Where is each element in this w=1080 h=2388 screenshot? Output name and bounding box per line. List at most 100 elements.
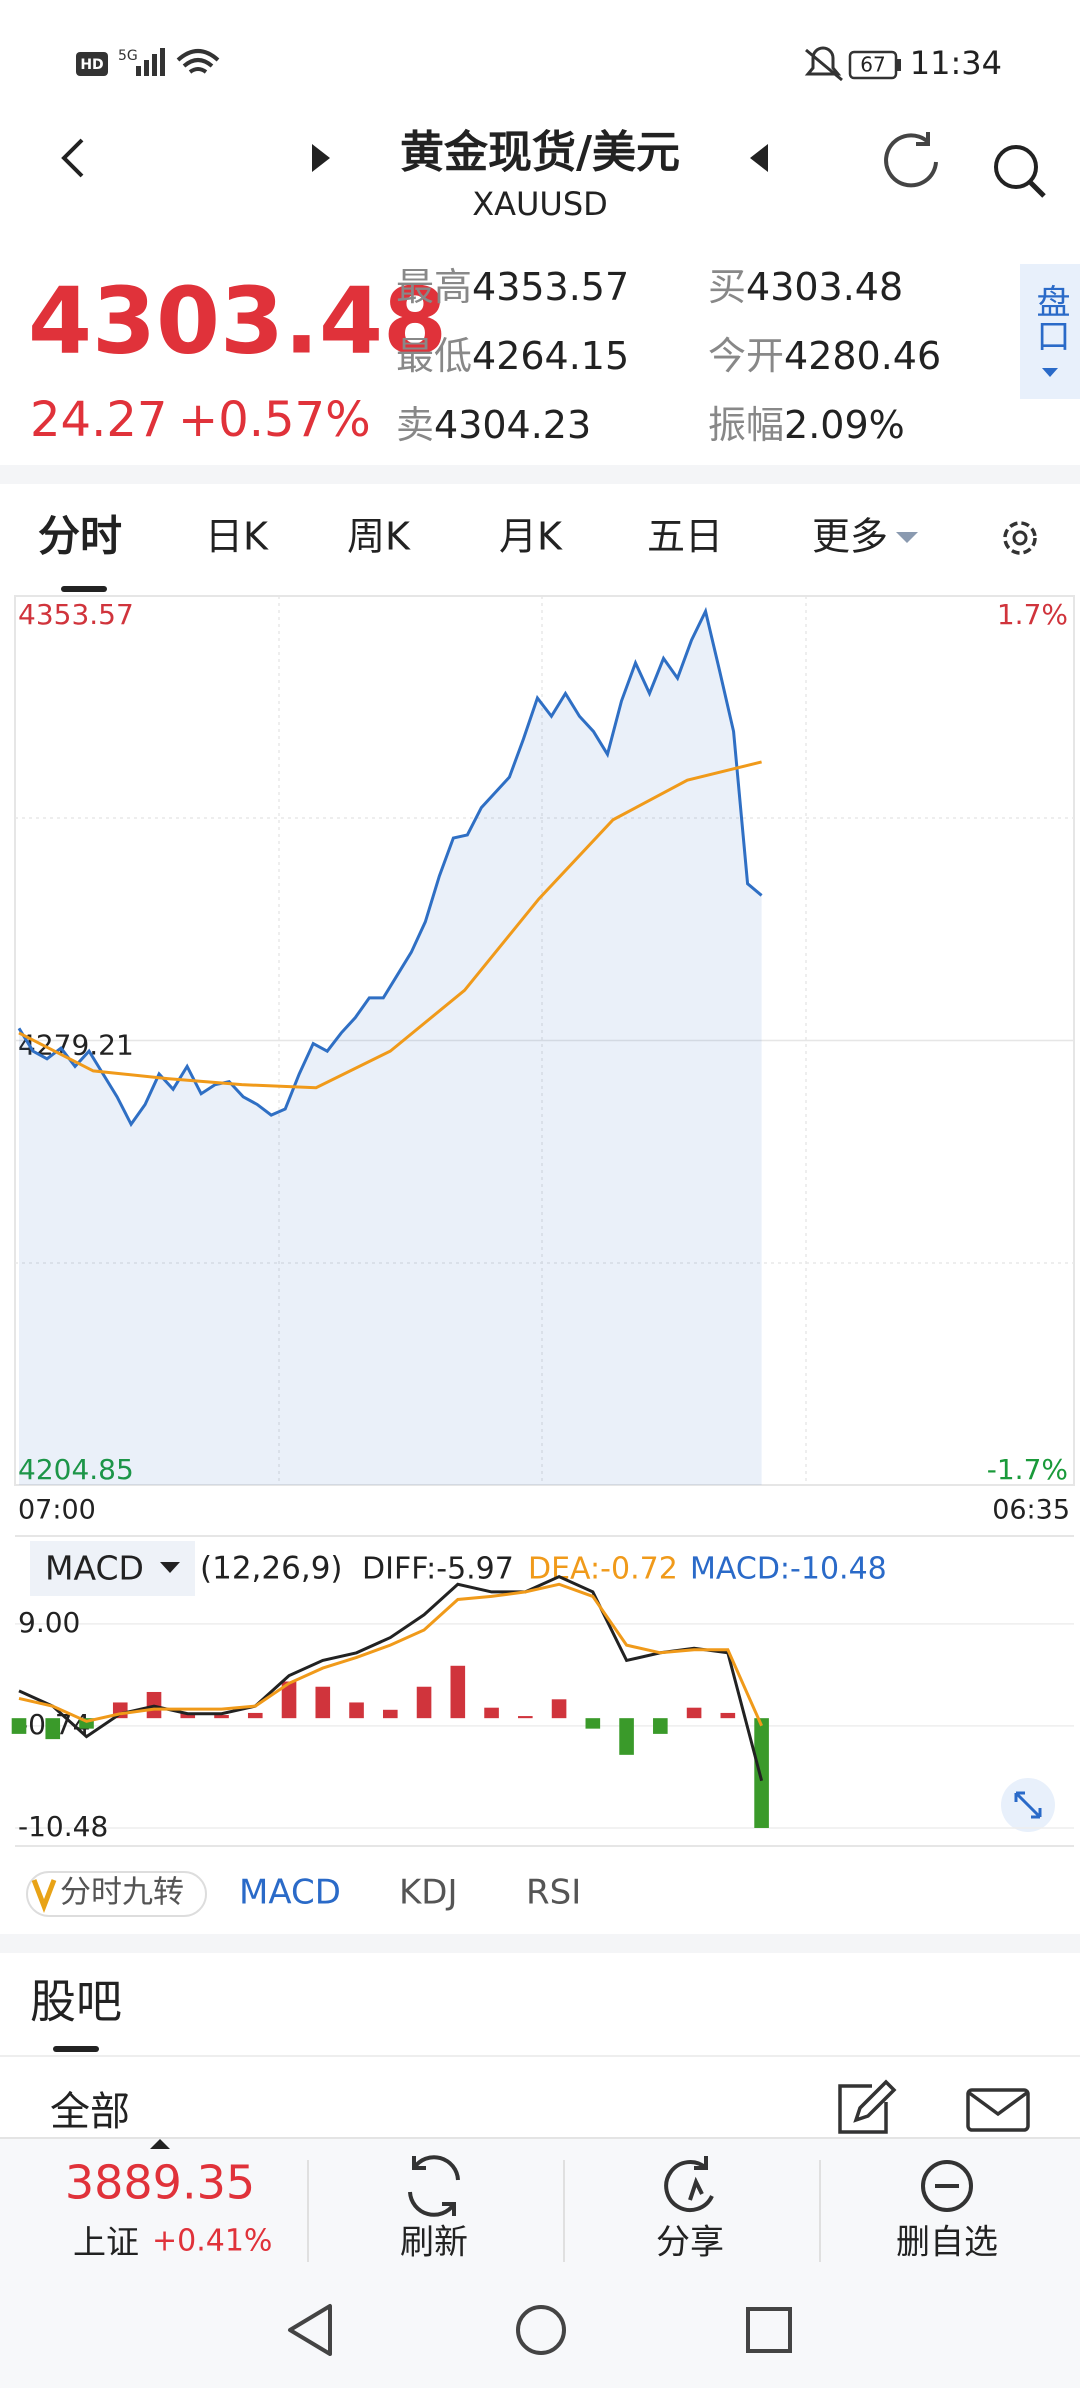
- tab[interactable]: 五日: [647, 515, 723, 559]
- signal-icon: [136, 48, 165, 76]
- indicator-tab[interactable]: 分时九转: [60, 1875, 184, 1911]
- macd-bar: [720, 1712, 736, 1719]
- indicator-tab[interactable]: RSI: [526, 1873, 581, 1913]
- instrument-title: 黄金现货/美元: [400, 127, 680, 178]
- instrument-code: XAUUSD: [472, 185, 608, 223]
- remove-action-icon[interactable]: [921, 2160, 973, 2212]
- next-button[interactable]: [750, 144, 768, 172]
- macd-bar: [484, 1707, 499, 1719]
- hd-label: HD: [80, 57, 103, 73]
- series-line: [17, 606, 763, 1128]
- macd-bar: [518, 1716, 533, 1719]
- macd-bar: [585, 1718, 601, 1729]
- bottom-bar: [0, 2138, 1080, 2388]
- tab[interactable]: 周K: [347, 515, 411, 559]
- share-action-icon[interactable]: [664, 2156, 714, 2213]
- forum-indicator: [53, 2046, 99, 2052]
- macd-bar: [551, 1699, 567, 1719]
- dropdown-caret: [160, 1562, 180, 1573]
- price-change-pct: +0.57%: [178, 392, 371, 448]
- nine-turn-pill[interactable]: [26, 1871, 207, 1917]
- macd-bar: [754, 1718, 769, 1828]
- macd-bar: [450, 1665, 466, 1719]
- clock: 11:34: [910, 44, 1002, 82]
- mute-icon: [804, 46, 843, 82]
- series-line: [18, 1574, 764, 1782]
- index-change: +0.41%: [152, 2224, 272, 2259]
- y-tick-label: 4204.85: [18, 1453, 134, 1486]
- tab[interactable]: 月K: [499, 515, 563, 559]
- y2-tick-label: -1.7%: [987, 1453, 1068, 1486]
- battery-level: 67: [860, 53, 885, 77]
- separator: [0, 465, 1080, 484]
- indicator-tab[interactable]: KDJ: [399, 1873, 458, 1913]
- macd-bar: [11, 1718, 27, 1734]
- action-label[interactable]: 刷新: [400, 2223, 468, 2263]
- x-start-label: 07:00: [18, 1495, 96, 1526]
- more-caret: [896, 532, 918, 543]
- settings-icon[interactable]: [1003, 521, 1037, 555]
- stat: 最低4264.15: [396, 334, 629, 378]
- indicator-tab[interactable]: MACD: [239, 1873, 341, 1913]
- macd-bar: [214, 1715, 229, 1719]
- nav-home[interactable]: [516, 2305, 566, 2355]
- nav-back[interactable]: [288, 2304, 332, 2356]
- stats: 最高4353.57 最低4264.15 卖4304.23 买4303.48 今开…: [396, 265, 941, 447]
- series-line: [18, 760, 762, 1090]
- forum-title: 股吧: [30, 1975, 122, 2029]
- tabs: 分时 日K 周K 月K 五日 更多: [38, 512, 888, 561]
- macd-bar: [281, 1681, 297, 1719]
- macd-bar: [382, 1709, 398, 1719]
- stat: 最高4353.57: [396, 265, 629, 309]
- action-label[interactable]: 分享: [656, 2223, 724, 2263]
- stat: 今开4280.46: [708, 334, 941, 378]
- macd-bar: [180, 1712, 196, 1719]
- tab[interactable]: 日K: [205, 515, 269, 559]
- y-tick-label: 4353.57: [18, 598, 134, 631]
- macd-bar: [349, 1702, 364, 1719]
- chart-dividers: [15, 596, 1074, 1485]
- tab[interactable]: 分时: [38, 512, 122, 561]
- series-line: [18, 1582, 763, 1727]
- legend-entry: DIFF:-5.97: [362, 1552, 514, 1587]
- index-caret: [150, 2139, 170, 2149]
- tab-indicator: [61, 586, 107, 592]
- x-end-label: 06:35: [992, 1495, 1070, 1526]
- v-icon: [31, 1879, 57, 1913]
- edit-icon[interactable]: [838, 2079, 897, 2134]
- search-icon[interactable]: [994, 145, 1046, 198]
- wifi-icon: [176, 49, 220, 74]
- nav-recent[interactable]: [746, 2307, 792, 2353]
- last-price: 4303.48: [28, 267, 447, 374]
- separator: [0, 1934, 1080, 1953]
- action-label[interactable]: 删自选: [896, 2223, 998, 2263]
- battery-icon: [848, 50, 898, 80]
- orderbook-label: 盘口: [1030, 284, 1070, 352]
- hd-badge: [76, 52, 108, 76]
- stat: 卖4304.23: [396, 403, 591, 447]
- forum-filter[interactable]: 全部: [50, 2089, 130, 2135]
- indicator-params: (12,26,9): [200, 1551, 343, 1587]
- index-name: 上证: [73, 2223, 139, 2262]
- prev-button[interactable]: [312, 144, 330, 172]
- tab[interactable]: 更多: [812, 515, 888, 559]
- legend-entry: MACD:-10.48: [690, 1552, 887, 1587]
- macd-bar: [416, 1686, 432, 1719]
- back-button[interactable]: [61, 138, 84, 178]
- macd-bar: [653, 1718, 668, 1734]
- price-change: 24.27: [30, 392, 167, 448]
- macd-bar: [686, 1707, 702, 1719]
- battery-tip: [897, 59, 901, 71]
- expand-button[interactable]: [1001, 1778, 1055, 1832]
- orderbook-caret: [1042, 368, 1058, 377]
- macd-bar: [619, 1718, 634, 1755]
- y-tick-label: 4279.21: [18, 1029, 134, 1062]
- mail-icon[interactable]: [966, 2088, 1030, 2132]
- macd-bar: [315, 1686, 331, 1719]
- refresh-action-icon[interactable]: [408, 2155, 460, 2217]
- macd-bar: [45, 1718, 61, 1740]
- area-fill: [19, 611, 762, 1485]
- bar-dividers: [307, 2160, 821, 2262]
- refresh-icon[interactable]: [884, 132, 938, 188]
